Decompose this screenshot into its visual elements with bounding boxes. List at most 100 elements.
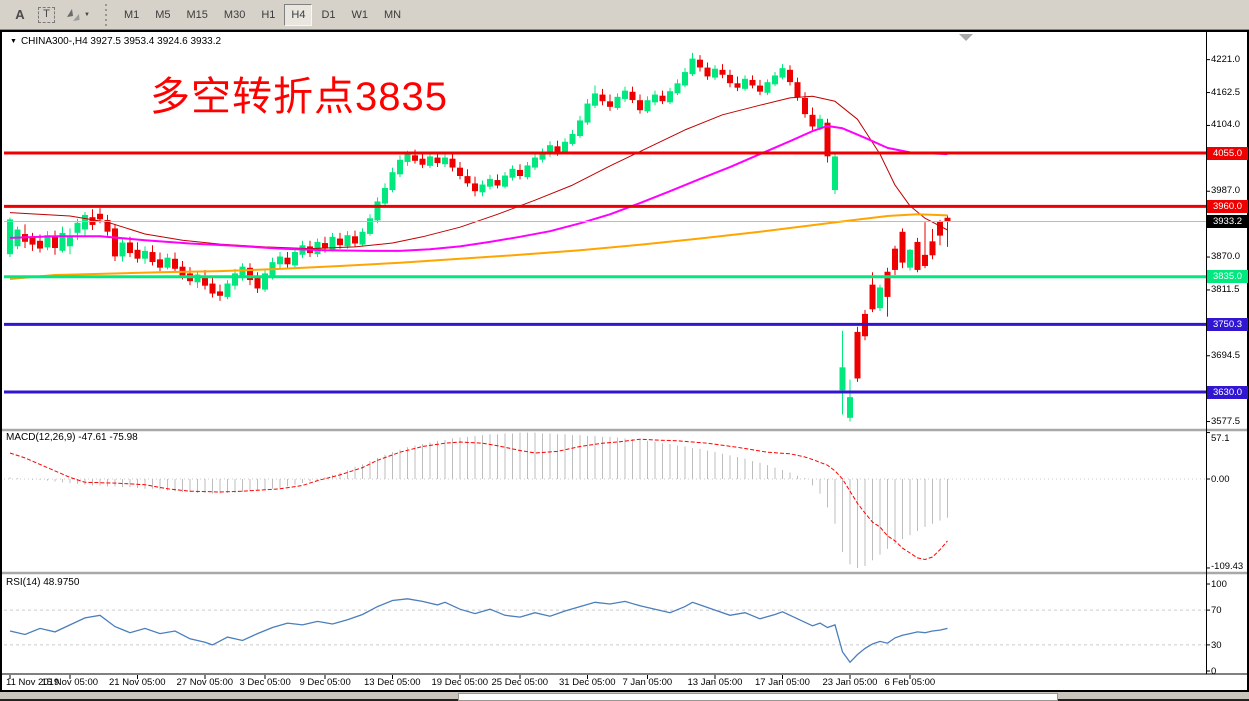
candle-body [742,78,748,89]
candle-body [652,94,658,103]
candle-body [892,248,898,270]
macd-indicator-label: MACD(12,26,9) -47.61 -75.98 [6,432,138,443]
price-tick-label: 3811.5 [1211,283,1240,295]
annotation-text: 多空转折点3835 [150,75,448,119]
candle-body [67,236,73,247]
date-label: 11 Nov 2019 [6,677,60,688]
symbol-dropdown-icon[interactable]: ▼ [10,38,17,45]
candle-body [817,118,823,129]
candle-body [104,219,111,232]
chart-title: ▼ CHINA300-,H4 3927.5 3953.4 3924.6 3933.… [10,36,221,47]
chart-window: ▼ CHINA300-,H4 3927.5 3953.4 3924.6 3933.… [0,30,1249,692]
candle-body [434,157,441,164]
candle-body [517,169,523,176]
candle-body [487,178,493,187]
toolbar: A T ▼ M1 M5 M15 M30 H1 H4 D1 W1 MN [0,0,1249,30]
ma-slow-orange [9,213,948,280]
ma-mid-magenta [9,125,948,252]
candle-body [284,257,291,265]
timeframe-button-M30[interactable]: M30 [217,4,252,26]
date-label: 23 Jan 05:00 [822,677,878,688]
hline-price-label: 4055.0 [1207,146,1248,160]
candle-body [779,68,786,78]
text-box-icon: T [38,6,55,23]
candle-body [149,252,156,263]
candle-body [704,67,711,77]
candle-body [97,213,103,220]
rsi-line [9,598,948,664]
candle-body [277,256,283,265]
candle-body [412,155,418,161]
current-price-label: 3933.2 [1207,215,1248,228]
candle-body [644,100,651,112]
candle-body [472,183,478,192]
candle-body [749,79,756,86]
arrows-tool-button[interactable]: ▼ [61,3,94,27]
candle-body [112,228,118,257]
candle-body [352,236,358,244]
rsi-indicator-label: RSI(14) 48.9750 [6,577,80,588]
candle-body [787,69,793,83]
timeframe-button-MN[interactable]: MN [377,4,408,26]
rsi-tick-label: 100 [1211,579,1227,590]
dropdown-caret-icon: ▼ [84,11,90,18]
timeframe-button-M1[interactable]: M1 [117,4,146,26]
timeframe-button-D1[interactable]: D1 [314,4,342,26]
candle-body [899,231,906,263]
candle-body [59,232,66,251]
candle-body [839,367,846,391]
candle-body [224,283,231,297]
ma-fast-red [9,95,948,250]
price-tick-label: 3577.5 [1211,415,1241,427]
chart-shift-marker[interactable] [959,34,973,41]
timeframe-button-H1[interactable]: H1 [254,4,282,26]
candle-body [772,75,778,85]
candle-body [832,156,838,191]
candle-body [134,249,141,259]
text-box-tool-button[interactable]: T [34,3,59,27]
timeframe-button-M15[interactable]: M15 [180,4,215,26]
price-tick-label: 3987.0 [1211,185,1241,197]
candle-body [719,69,726,75]
candle-body [164,257,171,268]
candle-body [877,287,883,309]
candle-body [569,133,576,144]
date-label: 19 Dec 05:00 [431,677,489,688]
timeframe-button-H4[interactable]: H4 [284,3,313,26]
candle-body [757,85,763,92]
candle-body [509,168,516,178]
candle-body [7,219,13,255]
timeframe-button-W1[interactable]: W1 [345,4,376,26]
candle-body [802,97,808,115]
candle-body [404,154,411,162]
date-label: 7 Jan 05:00 [622,677,673,688]
price-tick-label: 4104.0 [1211,119,1241,131]
timeframe-button-M5[interactable]: M5 [148,4,177,26]
date-label: 6 Feb 05:00 [884,677,936,688]
macd-tick-label: 57.1 [1211,433,1230,444]
macd-tick-label: -109.43 [1211,560,1244,572]
candle-body [367,218,373,234]
candle-body [907,249,913,268]
timeframe-group: M1 M5 M15 M30 H1 H4 D1 W1 MN [116,3,409,26]
candle-body [494,180,501,186]
candle-body [464,176,471,184]
rsi-tick-label: 0 [1211,666,1217,677]
candle-body [824,122,831,157]
text-label-tool-button[interactable]: A [8,3,32,27]
candle-body [502,175,508,187]
candle-body [209,283,216,294]
date-label: 27 Nov 05:00 [176,677,234,688]
candle-body [637,100,643,111]
candle-body [592,93,598,106]
candle-body [82,214,88,230]
candle-body [217,291,223,296]
date-label: 13 Dec 05:00 [364,677,421,688]
hline-price-label: 3750.3 [1207,317,1248,331]
candle-body [562,141,568,153]
candle-body [734,83,741,88]
candle-body [127,242,133,254]
macd-histogram [9,432,948,568]
chart-canvas[interactable] [2,32,1247,690]
